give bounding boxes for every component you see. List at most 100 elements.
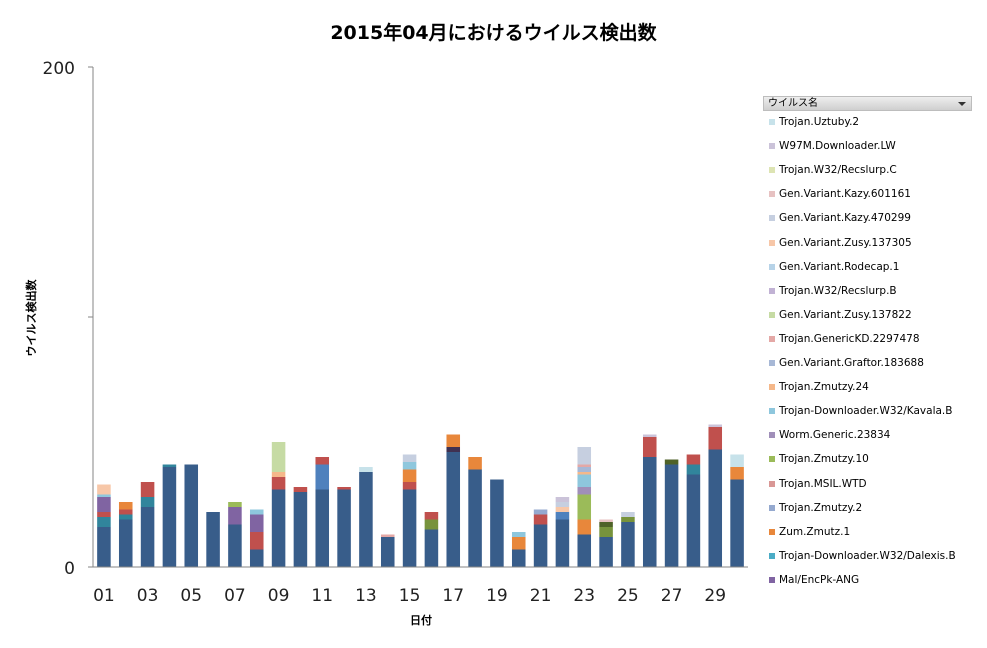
bar-segment-29 xyxy=(708,427,723,450)
x-axis-label: 日付 xyxy=(410,614,432,627)
bar-segment-10 xyxy=(293,492,308,567)
bar-segment-03 xyxy=(140,507,155,567)
bar-segment-22 xyxy=(555,497,570,502)
bar-segment-15 xyxy=(402,454,417,462)
bar-segment-29 xyxy=(708,424,723,427)
legend-filter-label: ウイルス名 xyxy=(768,98,818,109)
bar-segment-05 xyxy=(184,464,199,567)
bar-segment-15 xyxy=(402,489,417,567)
legend-swatch xyxy=(769,480,775,487)
bar-segment-26 xyxy=(642,437,657,457)
bar-segment-01 xyxy=(97,497,111,512)
bar-segment-11 xyxy=(315,464,330,490)
bars-layer xyxy=(97,424,744,567)
legend-swatch xyxy=(769,552,775,559)
bar-segment-21 xyxy=(533,514,548,525)
bar-segment-20 xyxy=(511,549,526,567)
bar-segment-04 xyxy=(162,464,177,467)
bar-segment-23 xyxy=(577,494,592,520)
legend-swatch xyxy=(769,528,775,535)
bar-segment-08 xyxy=(249,532,264,550)
bar-segment-01 xyxy=(97,484,111,495)
legend-label: W97M.Downloader.LW xyxy=(779,140,896,153)
legend-filter-dropdown[interactable]: ウイルス名 xyxy=(763,96,972,111)
bar-segment-15 xyxy=(402,482,417,490)
legend-item: Trojan.W32/Recslurp.B xyxy=(767,283,977,299)
bar-segment-17 xyxy=(446,447,461,452)
legend-item: Trojan.MSIL.WTD xyxy=(767,476,977,492)
bar-segment-24 xyxy=(599,519,613,522)
bar-segment-09 xyxy=(271,442,286,472)
legend-item: Trojan-Downloader.W32/Dalexis.B xyxy=(767,548,977,564)
legend-swatch xyxy=(769,191,775,198)
bar-segment-28 xyxy=(686,464,701,475)
legend-item: W97M.Downloader.LW xyxy=(767,138,977,154)
bar-segment-14 xyxy=(380,534,395,537)
legend-item: Trojan.Zmutzy.10 xyxy=(767,451,977,467)
legend-item: Zum.Zmutz.1 xyxy=(767,524,977,540)
bar-segment-21 xyxy=(533,509,548,515)
bar-segment-23 xyxy=(577,472,592,475)
legend-item: Mal/EncPk-ANG xyxy=(767,572,977,588)
x-tick-label: 29 xyxy=(704,586,726,606)
x-tick-label: 01 xyxy=(93,586,115,606)
bar-segment-08 xyxy=(249,549,264,567)
legend-item: Gen.Variant.Rodecap.1 xyxy=(767,259,977,275)
bar-segment-28 xyxy=(686,454,701,465)
legend-swatch xyxy=(769,432,775,439)
bar-segment-01 xyxy=(97,494,111,497)
legend-label: Gen.Variant.Kazy.601161 xyxy=(779,188,911,201)
bar-segment-15 xyxy=(402,469,417,482)
legend-label: Trojan.GenericKD.2297478 xyxy=(779,332,920,345)
bar-segment-06 xyxy=(206,512,220,567)
bar-segment-25 xyxy=(621,522,635,567)
bar-segment-09 xyxy=(271,489,286,567)
bar-segment-02 xyxy=(118,514,133,520)
legend-swatch xyxy=(769,384,775,391)
legend-swatch xyxy=(769,167,775,174)
x-tick-label: 23 xyxy=(573,586,595,606)
bar-segment-01 xyxy=(97,527,111,567)
bar-segment-04 xyxy=(162,467,177,567)
legend-swatch xyxy=(769,263,775,270)
bar-segment-18 xyxy=(468,469,482,567)
bar-segment-25 xyxy=(621,517,635,522)
bar-segment-26 xyxy=(642,434,657,437)
x-tick-label: 17 xyxy=(442,586,464,606)
bar-segment-27 xyxy=(664,459,679,465)
bar-segment-16 xyxy=(424,519,439,530)
x-tick-label: 11 xyxy=(311,586,333,606)
bar-segment-30 xyxy=(730,467,744,480)
bar-segment-12 xyxy=(337,489,351,567)
bar-segment-13 xyxy=(359,472,373,567)
bar-segment-02 xyxy=(118,519,133,567)
legend-label: Trojan.W32/Recslurp.C xyxy=(779,164,897,177)
x-tick-label: 09 xyxy=(268,586,290,606)
bar-segment-23 xyxy=(577,519,592,535)
bar-segment-16 xyxy=(424,529,439,567)
legend-item: Gen.Variant.Kazy.470299 xyxy=(767,210,977,226)
bar-segment-12 xyxy=(337,487,351,490)
bar-segment-11 xyxy=(315,489,330,567)
bar-segment-03 xyxy=(140,482,155,497)
chevron-down-icon[interactable] xyxy=(958,102,966,106)
bar-segment-28 xyxy=(686,474,701,567)
legend-label: Trojan.W32/Recslurp.B xyxy=(779,284,897,297)
bar-segment-09 xyxy=(271,477,286,490)
bar-segment-07 xyxy=(228,507,242,525)
legend-swatch xyxy=(769,360,775,366)
bar-segment-07 xyxy=(228,502,242,507)
x-tick-label: 25 xyxy=(617,586,639,606)
y-tick-label: 200 xyxy=(43,59,75,79)
legend-swatch xyxy=(769,335,775,342)
legend-swatch xyxy=(769,576,775,583)
bar-segment-23 xyxy=(577,467,592,472)
legend-item: Trojan.Zmutzy.2 xyxy=(767,500,977,516)
legend-swatch xyxy=(769,504,775,511)
bar-segment-14 xyxy=(380,537,395,567)
legend-item: Trojan-Downloader.W32/Kavala.B xyxy=(767,403,977,419)
legend-item: Gen.Variant.Kazy.601161 xyxy=(767,186,977,202)
bar-segment-22 xyxy=(555,507,570,512)
legend-label: Trojan.MSIL.WTD xyxy=(779,477,867,490)
